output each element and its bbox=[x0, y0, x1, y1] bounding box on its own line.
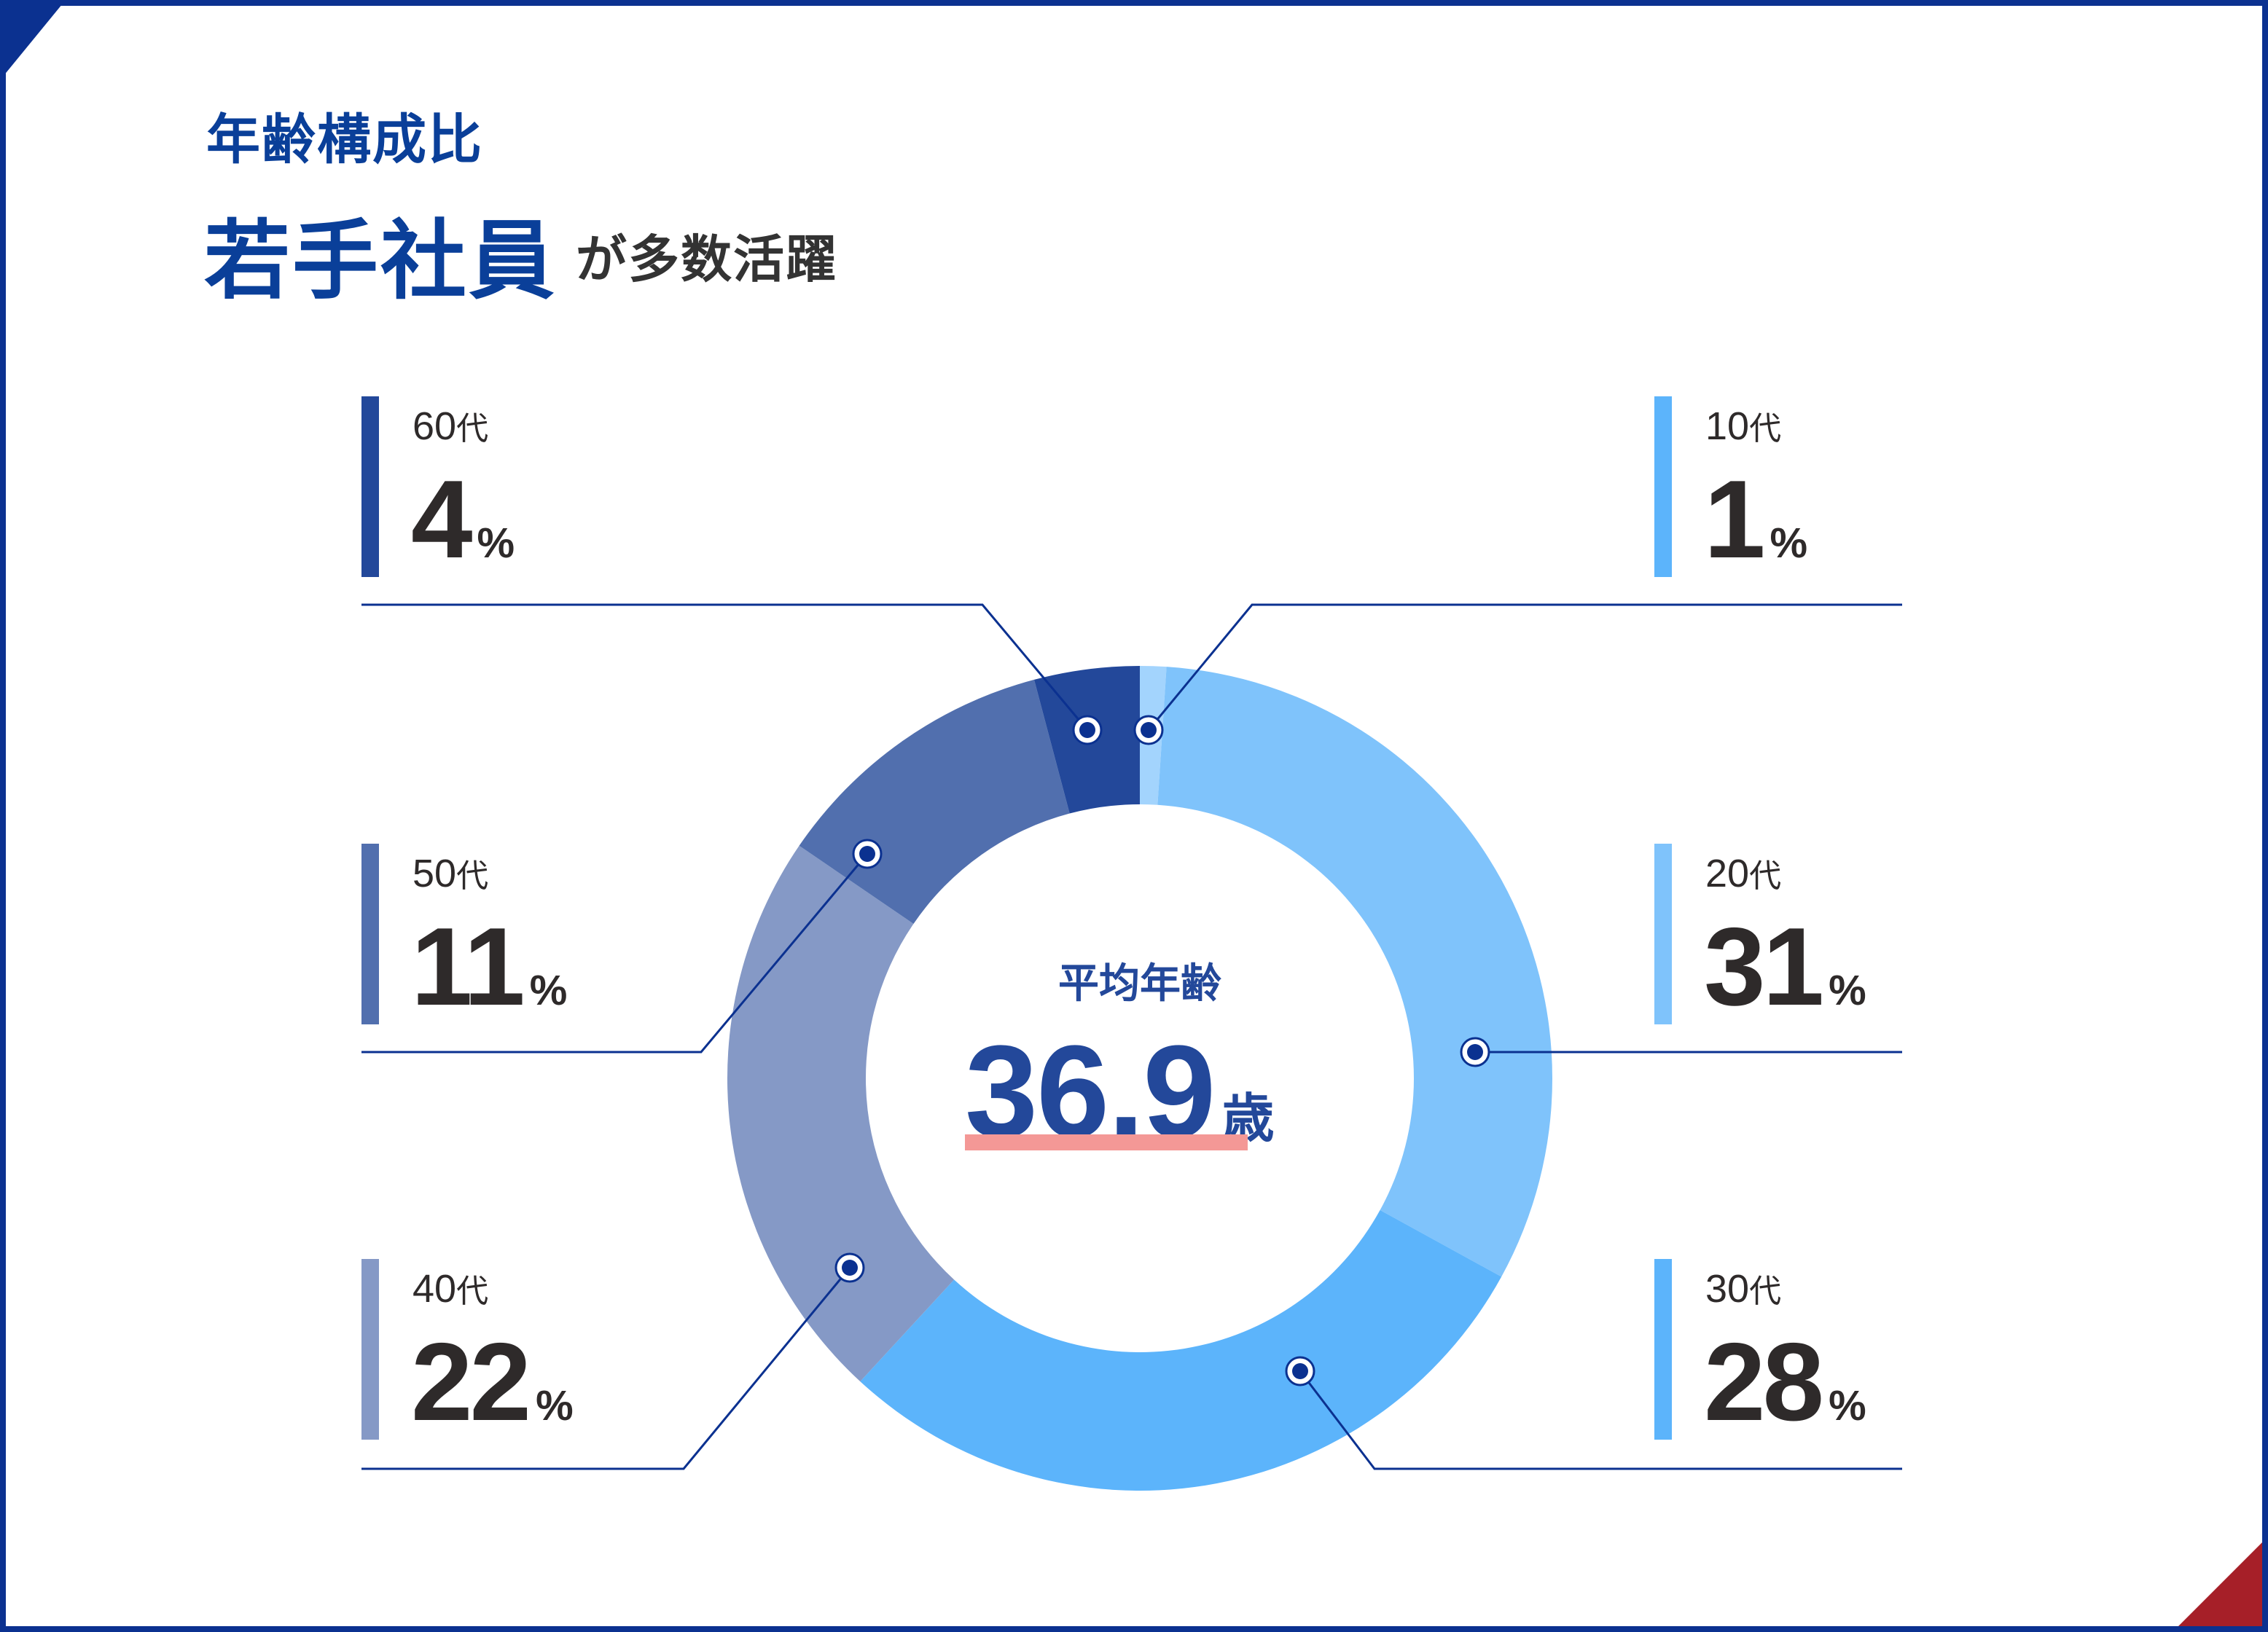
average-age-underline bbox=[965, 1134, 1248, 1150]
donut-slice-40代 bbox=[727, 845, 955, 1382]
average-age-label: 平均年齢 bbox=[1058, 960, 1221, 1006]
category-label: 50代 bbox=[412, 852, 489, 895]
label-color-bar bbox=[361, 844, 379, 1024]
marker-dot bbox=[1141, 722, 1157, 738]
percentage-value: 11% bbox=[411, 905, 568, 1029]
donut-slice-20代 bbox=[1157, 667, 1552, 1277]
marker-dot bbox=[1079, 722, 1095, 738]
percentage-value: 31% bbox=[1704, 905, 1866, 1029]
marker-dots bbox=[834, 715, 1490, 1386]
label-color-bar bbox=[1654, 396, 1672, 577]
marker-dot bbox=[842, 1260, 858, 1276]
chart-title-suffix: が多数活躍 bbox=[576, 231, 838, 288]
category-label: 30代 bbox=[1705, 1267, 1782, 1311]
label-color-bar bbox=[1654, 1259, 1672, 1440]
percentage-value: 28% bbox=[1704, 1320, 1866, 1444]
marker-dot bbox=[1292, 1363, 1308, 1379]
percentage-value: 22% bbox=[411, 1320, 574, 1444]
leader-line-50s bbox=[361, 853, 869, 1054]
leader-line-60s bbox=[361, 603, 1089, 731]
marker-dot bbox=[1467, 1044, 1483, 1060]
donut-slice-30代 bbox=[860, 1209, 1502, 1491]
category-label: 10代 bbox=[1705, 404, 1782, 448]
corner-accent-top-left bbox=[0, 0, 66, 80]
corner-accent-bottom-right bbox=[2178, 1542, 2262, 1626]
donut-slices bbox=[727, 666, 1552, 1491]
label-color-bar bbox=[361, 1259, 379, 1440]
leader-line-10s bbox=[1147, 603, 1902, 731]
leader-lines bbox=[361, 603, 1902, 1470]
label-color-bar bbox=[361, 396, 379, 577]
leader-line-40s bbox=[361, 1267, 851, 1470]
category-label: 20代 bbox=[1705, 852, 1782, 895]
percentage-value: 1% bbox=[1704, 458, 1808, 581]
category-label: 40代 bbox=[412, 1267, 489, 1311]
percentage-value: 4% bbox=[411, 458, 515, 581]
leader-line-30s bbox=[1299, 1370, 1902, 1470]
marker-dot bbox=[859, 846, 875, 862]
chart-title: 若手社員 bbox=[204, 213, 558, 310]
category-label: 60代 bbox=[412, 404, 489, 448]
label-color-bar bbox=[1654, 844, 1672, 1024]
chart-subtitle: 年齢構成比 bbox=[206, 109, 483, 170]
